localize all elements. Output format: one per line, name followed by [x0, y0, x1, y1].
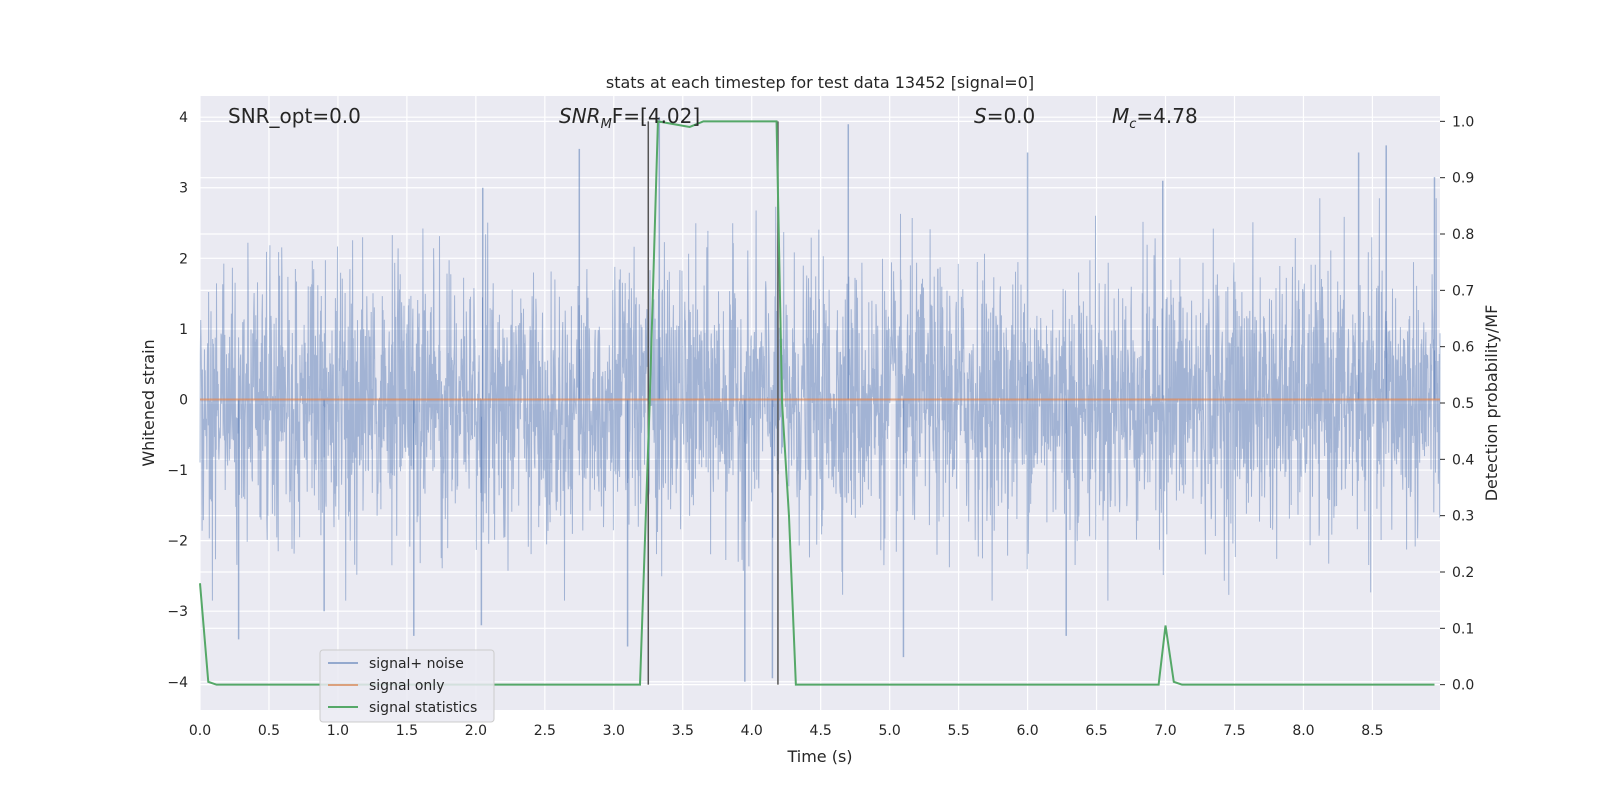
x-tick-label: 3.0: [603, 723, 625, 739]
snr-mf-main: SNR: [559, 104, 601, 128]
x-tick-label: 0.5: [258, 723, 280, 739]
x-axis-label: Time (s): [786, 747, 852, 766]
snr-mf-rest: F=[4.02]: [612, 104, 700, 128]
x-tick-label: 2.5: [534, 723, 556, 739]
y-tick-labels: 4 3 2 1 0 −1 −2 −3 −4: [167, 110, 188, 691]
y-tick-label: 0: [179, 392, 188, 408]
x-tick-label: 6.0: [1016, 723, 1038, 739]
x-tick-label: 7.5: [1223, 723, 1245, 739]
x-tick-label: 6.5: [1085, 723, 1107, 739]
y2-tick-label: 0.1: [1452, 621, 1474, 637]
y-tick-label: −3: [167, 604, 188, 620]
signal-noise-trace: [199, 198, 1441, 601]
annotation-snr-mf: SNRMF=[4.02]: [559, 104, 700, 132]
mc-rest: =4.78: [1136, 104, 1197, 128]
legend: signal+ noise signal only signal statist…: [319, 649, 495, 723]
y2-tick-labels: 1.0 0.9 0.8 0.7 0.6 0.5 0.4 0.3 0.2 0.1 0.0: [1440, 114, 1474, 694]
legend-label-signal-noise: signal+ noise: [369, 656, 464, 672]
y-axis-label: Whitened strain: [139, 339, 158, 466]
snr-mf-sub: M: [601, 117, 612, 132]
y-tick-label: 4: [179, 110, 188, 126]
y-tick-label: 3: [179, 181, 188, 197]
y-tick-label: −1: [167, 463, 188, 479]
x-tick-label: 5.0: [879, 723, 901, 739]
x-tick-label: 5.5: [947, 723, 969, 739]
y-tick-label: 1: [179, 322, 188, 338]
y2-tick-label: 0.4: [1452, 452, 1474, 468]
annotation-mc: Mc=4.78: [1112, 104, 1198, 132]
y-tick-label: −2: [167, 534, 188, 550]
y2-tick-label: 0.5: [1452, 396, 1474, 412]
legend-label-signal-only: signal only: [369, 678, 444, 694]
y2-tick-label: 0.8: [1452, 227, 1474, 243]
series-signal-noise: [199, 198, 1441, 601]
y2-axis-label: Detection probability/MF: [1482, 305, 1501, 502]
y-tick-label: −4: [167, 675, 188, 691]
y2-tick-label: 0.6: [1452, 340, 1474, 356]
noise-spikes: [237, 117, 1436, 682]
x-tick-label: 2.0: [465, 723, 487, 739]
legend-label-signal-statistics: signal statistics: [369, 700, 477, 716]
x-tick-label: 4.5: [810, 723, 832, 739]
x-tick-label: 4.0: [741, 723, 763, 739]
s-rest: =0.0: [987, 104, 1036, 128]
x-tick-label: 1.5: [396, 723, 418, 739]
annotation-snr-opt: SNR_opt=0.0: [228, 104, 361, 128]
x-tick-label: 0.0: [189, 723, 211, 739]
signal-statistics-line: [199, 120, 1435, 686]
y2-tick-label: 0.7: [1452, 283, 1474, 299]
mc-sub: c: [1129, 117, 1136, 132]
annotation-s: S=0.0: [974, 104, 1035, 128]
x-tick-label: 3.5: [672, 723, 694, 739]
y2-tick-label: 0.3: [1452, 509, 1474, 525]
y2-tick-label: 0.0: [1452, 678, 1474, 694]
x-tick-labels: 0.0 0.5 1.0 1.5 2.0 2.5 3.0 3.5 4.0 4.5 5.0 5.5 6.0 6…: [189, 723, 1384, 739]
legend-box: [319, 649, 495, 723]
y2-tick-label: 0.9: [1452, 171, 1474, 187]
chart-title: stats at each timestep for test data 134…: [606, 73, 1034, 92]
x-tick-label: 8.5: [1361, 723, 1383, 739]
y-tick-label: 2: [179, 251, 188, 267]
x-tick-label: 1.0: [327, 723, 349, 739]
x-tick-label: 7.0: [1154, 723, 1176, 739]
y2-tick-label: 1.0: [1452, 114, 1474, 130]
s-main: S: [974, 104, 987, 128]
mc-main: M: [1112, 104, 1129, 128]
series-lines: [199, 120, 1440, 686]
y2-tick-label: 0.2: [1452, 565, 1474, 581]
x-tick-label: 8.0: [1292, 723, 1314, 739]
